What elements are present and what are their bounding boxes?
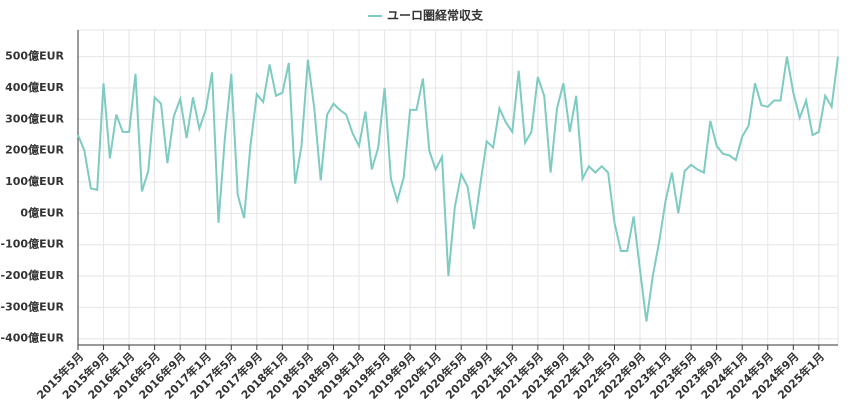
y-tick-label: -200億EUR [1, 268, 65, 282]
y-tick-label: 0億EUR [20, 205, 64, 219]
y-tick-label: 200億EUR [5, 143, 64, 157]
y-tick-label: 300億EUR [5, 111, 64, 125]
y-tick-label: 100億EUR [5, 174, 64, 188]
y-tick-label: 500億EUR [5, 49, 64, 63]
y-tick-label: -300億EUR [1, 299, 65, 313]
y-tick-label: 400億EUR [5, 80, 64, 94]
y-tick-label: -100億EUR [1, 237, 65, 251]
legend-label: ユーロ圏経常収支 [387, 8, 484, 23]
y-tick-label: -400億EUR [1, 331, 65, 345]
line-series [77, 56, 839, 322]
